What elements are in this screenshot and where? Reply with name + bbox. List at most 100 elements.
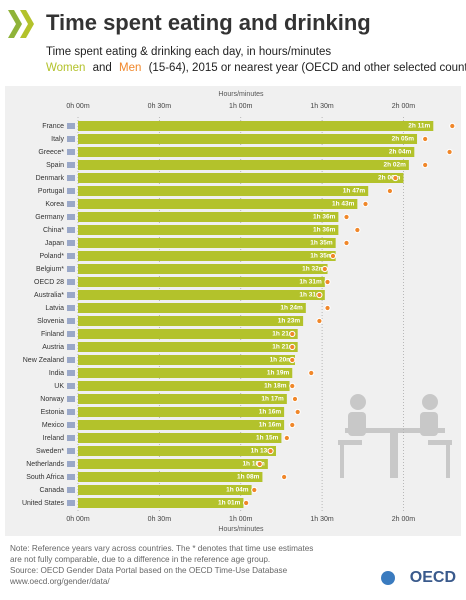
bar — [78, 381, 290, 391]
y-tick-label: Poland* — [39, 253, 64, 260]
value-label: 1h 47m — [343, 188, 366, 195]
y-tick-label: Norway — [40, 396, 64, 403]
notes: Note: Reference years vary across countr… — [9, 544, 313, 586]
dot — [324, 278, 331, 286]
flag — [67, 435, 75, 441]
y-tick-label: Portugal — [38, 188, 65, 195]
value-label: 1h 31m — [299, 292, 322, 299]
value-label: 1h 13m — [251, 448, 274, 455]
subtitle-rest: (15-64), 2015 or nearest year (OECD and … — [149, 62, 466, 74]
bar — [78, 251, 336, 261]
value-label: 1h 10m — [242, 461, 265, 468]
y-tick-label: Sweden* — [36, 448, 64, 455]
x-tick-label: 0h 00m — [66, 103, 90, 110]
x-tick-label: 0h 30m — [148, 103, 172, 110]
y-tick-label: Estonia — [41, 409, 64, 416]
value-label: 2h 02m — [383, 162, 406, 169]
dot — [251, 486, 258, 494]
y-tick-label: Austria — [42, 344, 64, 351]
bar — [78, 316, 304, 326]
value-label: 1h 18m — [264, 383, 287, 390]
dot — [308, 369, 315, 377]
flag — [67, 227, 75, 233]
bar — [78, 264, 328, 274]
y-tick-label: France — [42, 123, 64, 130]
bar — [78, 173, 404, 183]
value-label: 2h 05m — [392, 136, 415, 143]
dot — [449, 122, 456, 130]
logo-text: OECD — [410, 569, 456, 586]
flag — [67, 500, 75, 506]
bar — [78, 134, 418, 144]
x-tick-label: 0h 30m — [148, 516, 172, 523]
y-tick-label: Latvia — [45, 305, 64, 312]
note: Source: OECD Gender Data Portal based on… — [10, 566, 288, 575]
value-label: 1h 23m — [278, 318, 301, 325]
dot — [256, 460, 263, 468]
flag — [67, 149, 75, 155]
y-tick-label: Denmark — [36, 175, 65, 182]
bar — [78, 368, 293, 378]
note: www.oecd.org/gender/data/ — [9, 577, 110, 586]
flag — [67, 474, 75, 480]
dot — [324, 304, 331, 312]
flag — [67, 279, 75, 285]
bar — [78, 433, 282, 443]
bar — [78, 121, 434, 131]
y-tick-label: Netherlands — [26, 461, 64, 468]
bar — [78, 199, 358, 209]
bar — [78, 407, 285, 417]
bar — [78, 238, 336, 248]
bar — [78, 420, 285, 430]
x-tick-label: 1h 00m — [229, 103, 253, 110]
dot — [289, 382, 296, 390]
value-label: 2h 00m — [378, 175, 401, 182]
bar — [78, 290, 325, 300]
value-label: 1h 21m — [272, 331, 295, 338]
bar — [78, 485, 252, 495]
bar — [78, 147, 415, 157]
subtitle: Time spent eating & drinking each day, i… — [46, 46, 331, 58]
dot — [316, 317, 323, 325]
y-tick-label: Japan — [45, 240, 64, 247]
y-tick-label: Italy — [51, 136, 64, 143]
bar — [78, 459, 268, 469]
note: are not fully comparable, due to a diffe… — [10, 555, 270, 564]
value-label: 1h 19m — [267, 370, 290, 377]
x-tick-label: 1h 00m — [229, 516, 253, 523]
bar — [78, 186, 369, 196]
bar — [78, 329, 298, 339]
dot — [422, 135, 429, 143]
flag — [67, 305, 75, 311]
x-tick-label: 2h 00m — [392, 516, 416, 523]
value-label: 1h 43m — [332, 201, 355, 208]
dot — [321, 265, 328, 273]
dot — [343, 239, 350, 247]
dot — [386, 187, 394, 195]
flag — [67, 292, 75, 298]
flag — [67, 162, 75, 168]
flag — [67, 136, 75, 142]
table-illustration — [338, 394, 452, 478]
dot — [289, 330, 296, 338]
flag — [67, 240, 75, 246]
bar — [78, 498, 244, 508]
dot — [422, 161, 429, 169]
note: Note: Reference years vary across countr… — [10, 544, 313, 553]
legend-men: Men — [119, 62, 141, 74]
value-label: 1h 21m — [272, 344, 295, 351]
value-label: 1h 35m — [310, 253, 333, 260]
axis-label-bottom: Hours/minutes — [218, 526, 264, 533]
flag — [67, 422, 75, 428]
value-label: 1h 04m — [226, 487, 249, 494]
y-tick-label: UK — [54, 383, 64, 390]
y-tick-label: Belgium* — [36, 266, 64, 273]
bar — [78, 446, 276, 456]
flag — [67, 214, 75, 220]
dot — [289, 421, 296, 429]
bar — [78, 277, 325, 287]
value-label: 1h 32m — [302, 266, 325, 273]
dot — [316, 291, 323, 299]
dot — [329, 252, 337, 260]
flag — [67, 318, 75, 324]
